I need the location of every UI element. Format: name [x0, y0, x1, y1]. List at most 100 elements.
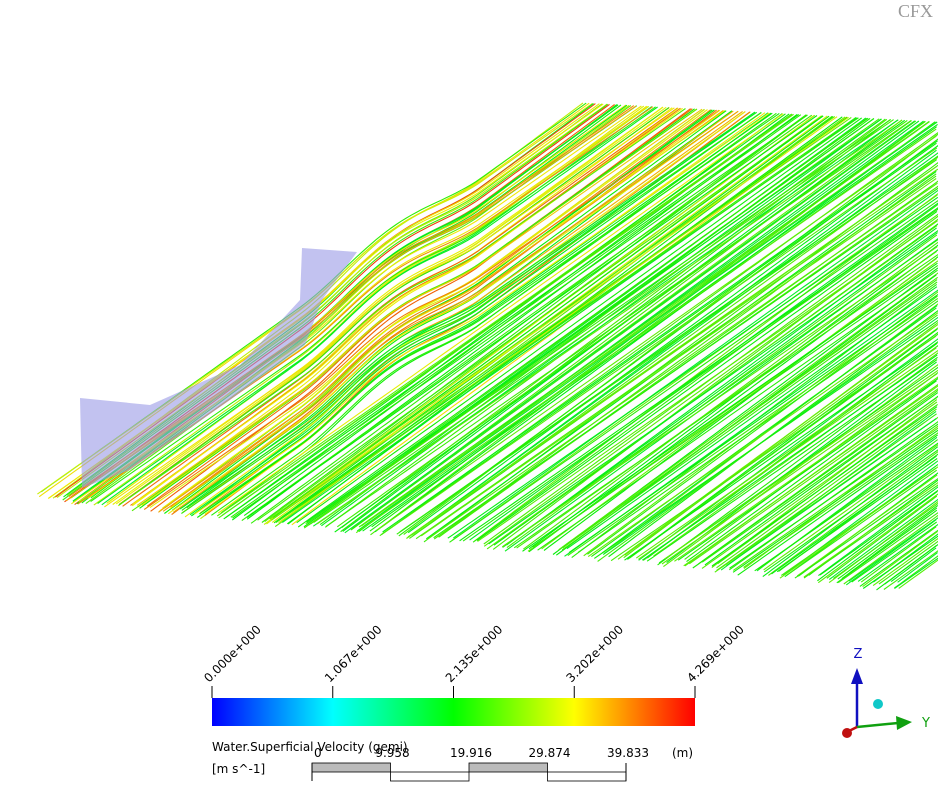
streamline	[860, 526, 937, 583]
scale-segment	[311, 762, 391, 773]
streamline	[587, 312, 938, 558]
streamline	[313, 119, 894, 524]
streamline	[449, 199, 938, 543]
streamline	[396, 159, 938, 535]
streamline	[845, 519, 937, 586]
axis-z-label: Z	[854, 647, 863, 662]
streamline	[193, 112, 770, 515]
streamline	[786, 469, 938, 576]
streamline	[768, 451, 938, 576]
streamline	[561, 281, 938, 551]
streamline	[716, 408, 937, 569]
scale-tick-label: 19.916	[450, 746, 492, 760]
streamline	[143, 109, 720, 510]
streamline	[567, 298, 938, 557]
streamline	[577, 300, 938, 553]
streamline	[172, 110, 734, 513]
streamline	[162, 110, 739, 512]
streamline	[407, 145, 938, 534]
streamline	[841, 507, 938, 580]
streamline	[162, 109, 708, 509]
streamline	[566, 286, 938, 550]
streamline	[278, 117, 859, 521]
streamline	[257, 115, 823, 521]
streamline	[462, 208, 938, 542]
streamline	[286, 116, 843, 525]
scale-bar: 0 9.958 19.916 29.874 39.833 (m)	[311, 746, 693, 782]
streamline	[894, 555, 938, 589]
streamline	[776, 458, 938, 573]
streamline	[883, 550, 938, 590]
streamline	[433, 187, 938, 539]
streamline	[826, 495, 938, 579]
streamline	[350, 120, 917, 531]
streamline	[513, 253, 938, 549]
streamline	[358, 121, 930, 528]
streamline	[716, 413, 937, 571]
axis-triad: Z Y	[842, 647, 930, 738]
streamline	[568, 293, 938, 554]
streamline	[459, 207, 938, 542]
streamline	[158, 110, 724, 513]
streamline	[217, 113, 784, 514]
streamline	[638, 349, 938, 560]
streamline	[469, 202, 938, 541]
streamline	[754, 442, 938, 572]
streamline	[360, 121, 937, 527]
streamline	[246, 115, 818, 518]
streamline	[641, 354, 938, 561]
streamline	[447, 196, 938, 539]
streamline	[876, 545, 937, 591]
streamline	[878, 540, 938, 585]
streamline	[477, 220, 938, 542]
streamline	[230, 114, 802, 518]
legend-tick-label: 3.202e+000	[563, 622, 626, 685]
scale-tick-label: 29.874	[529, 746, 571, 760]
axis-y-label: Y	[921, 716, 930, 731]
streamline	[692, 392, 938, 569]
streamline	[638, 338, 938, 561]
streamline	[305, 119, 892, 525]
streamline	[170, 109, 712, 508]
streamline	[528, 249, 938, 553]
streamline	[282, 116, 848, 518]
streamline	[837, 512, 938, 584]
streamline	[817, 490, 938, 582]
legend-tick-label: 2.135e+000	[443, 622, 506, 685]
streamline	[732, 427, 938, 571]
streamline	[897, 552, 938, 583]
streamline	[420, 178, 937, 537]
streamline	[269, 116, 836, 520]
streamline	[817, 493, 938, 584]
streamline	[726, 418, 937, 567]
streamline	[729, 423, 938, 569]
scale-segment	[468, 762, 548, 773]
streamline	[688, 388, 938, 565]
streamline	[837, 505, 938, 580]
streamline	[803, 481, 938, 578]
streamline	[522, 262, 938, 552]
streamline	[131, 108, 698, 512]
streamline	[263, 114, 815, 525]
streamline	[862, 535, 938, 589]
streamline	[537, 269, 938, 551]
streamline	[196, 112, 773, 518]
plate	[80, 248, 357, 488]
streamline	[506, 234, 938, 549]
scale-segment	[390, 771, 470, 782]
streamline	[862, 530, 938, 588]
streamline	[780, 467, 937, 576]
streamline	[661, 373, 938, 565]
streamline	[136, 108, 703, 506]
scale-tick-label: 39.833	[607, 746, 649, 760]
streamline	[516, 250, 937, 549]
streamline	[306, 118, 882, 523]
streamline	[231, 113, 783, 521]
streamline	[452, 194, 938, 541]
streamline	[794, 477, 938, 579]
streamline	[118, 107, 670, 506]
streamline	[382, 140, 938, 533]
streamline	[833, 502, 938, 579]
streamline	[894, 557, 938, 589]
